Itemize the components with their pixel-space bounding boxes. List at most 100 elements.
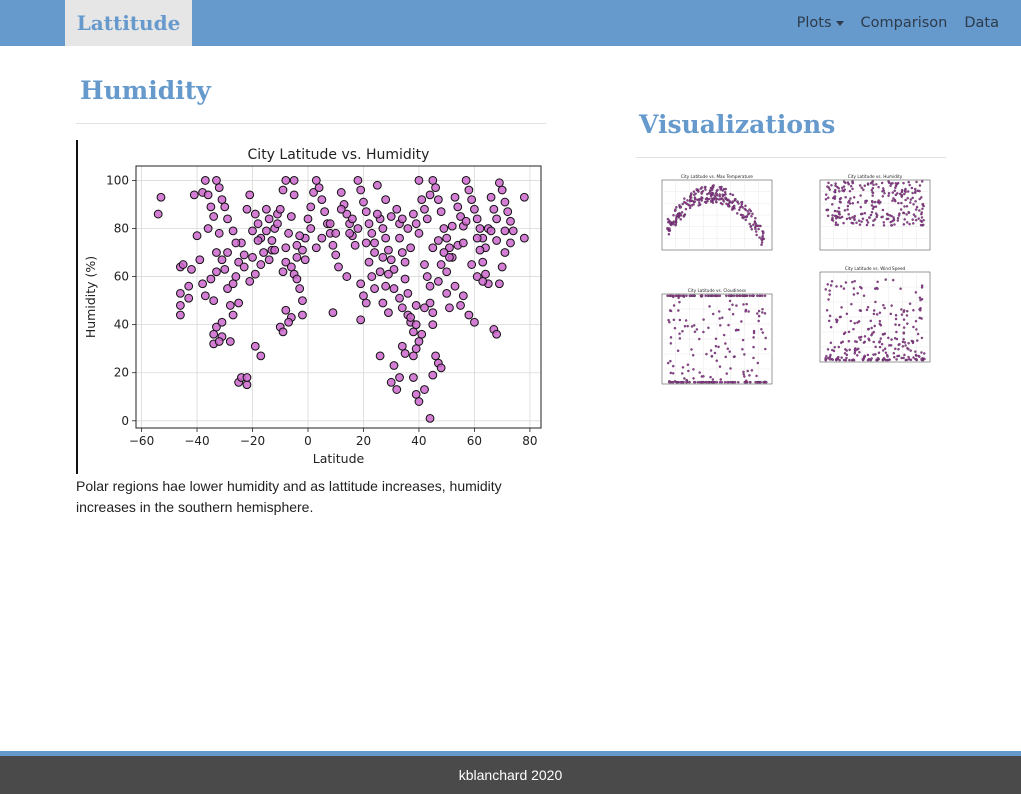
thumb-point bbox=[737, 380, 740, 384]
thumb-point bbox=[870, 189, 874, 192]
thumb-point bbox=[891, 191, 895, 194]
visualizations-divider bbox=[636, 157, 946, 158]
data-point bbox=[253, 236, 263, 245]
nav-data-link[interactable]: Data bbox=[964, 15, 999, 31]
data-point bbox=[386, 212, 396, 221]
thumb-point bbox=[835, 285, 838, 288]
thumb-point bbox=[669, 359, 672, 363]
data-point bbox=[225, 301, 235, 310]
thumb-point bbox=[913, 187, 917, 191]
thumb-point bbox=[833, 209, 837, 213]
thumb-point bbox=[886, 355, 889, 358]
data-point bbox=[361, 207, 371, 217]
thumb-point bbox=[746, 210, 749, 213]
thumb-point bbox=[743, 353, 746, 356]
x-tick-label: −40 bbox=[184, 434, 209, 448]
thumb-title: City Latitude vs. Max Temperature bbox=[681, 174, 753, 179]
thumb-point bbox=[873, 200, 877, 204]
thumbnail-max-temperature[interactable]: City Latitude vs. Max Temperature bbox=[648, 172, 778, 264]
data-point bbox=[428, 243, 438, 253]
thumb-point bbox=[851, 216, 854, 219]
data-point bbox=[445, 303, 454, 313]
thumb-point bbox=[852, 196, 856, 199]
thumb-point bbox=[764, 347, 767, 351]
nav-comparison-link[interactable]: Comparison bbox=[860, 15, 948, 31]
thumb-point bbox=[918, 355, 921, 358]
data-point bbox=[231, 238, 241, 248]
thumb-point bbox=[900, 194, 903, 197]
thumb-point bbox=[711, 378, 715, 381]
thumb-point bbox=[758, 224, 761, 228]
nav-plots-dropdown[interactable]: Plots bbox=[797, 15, 844, 31]
data-point bbox=[295, 231, 305, 241]
data-point bbox=[519, 233, 529, 243]
data-point bbox=[336, 188, 346, 197]
data-point bbox=[436, 260, 446, 269]
thumb-point bbox=[875, 313, 879, 316]
thumbnail-wind-speed[interactable]: City Latitude vs. Wind Speed bbox=[806, 264, 936, 376]
thumb-point bbox=[666, 361, 670, 365]
thumb-point bbox=[897, 348, 900, 351]
thumb-point bbox=[669, 336, 673, 339]
data-point bbox=[472, 233, 482, 243]
data-point bbox=[392, 204, 402, 214]
thumb-point bbox=[669, 221, 672, 224]
thumb-point bbox=[757, 227, 760, 231]
thumb-point bbox=[872, 330, 875, 334]
thumb-point bbox=[896, 219, 900, 222]
data-point bbox=[261, 204, 271, 214]
thumb-point bbox=[738, 208, 741, 212]
data-point bbox=[289, 176, 299, 185]
thumb-point bbox=[922, 223, 925, 227]
thumb-point bbox=[921, 180, 924, 183]
thumb-point bbox=[858, 350, 861, 354]
data-point bbox=[500, 248, 510, 257]
thumbnail-humidity[interactable]: City Latitude vs. Humidity bbox=[806, 172, 936, 264]
thumb-point bbox=[762, 230, 765, 234]
thumb-point bbox=[902, 181, 905, 185]
thumb-point bbox=[673, 326, 677, 330]
data-point bbox=[467, 260, 477, 269]
thumb-point bbox=[859, 205, 863, 209]
thumb-point bbox=[742, 370, 745, 374]
thumb-point bbox=[741, 348, 744, 351]
thumb-point bbox=[683, 197, 686, 200]
thumb-point bbox=[906, 322, 909, 325]
thumb-point bbox=[690, 192, 693, 195]
thumb-point bbox=[834, 223, 838, 227]
thumb-point bbox=[700, 186, 704, 189]
brand-link[interactable]: Lattitude bbox=[65, 0, 192, 46]
data-point bbox=[408, 209, 418, 219]
thumb-point bbox=[920, 286, 924, 289]
thumb-point bbox=[847, 213, 850, 216]
data-point bbox=[370, 248, 379, 257]
data-point bbox=[375, 351, 385, 361]
thumb-point bbox=[848, 202, 852, 205]
data-point bbox=[292, 240, 302, 250]
thumb-point bbox=[882, 303, 885, 307]
data-point bbox=[428, 370, 438, 380]
thumb-point bbox=[899, 208, 903, 211]
thumb-point bbox=[670, 380, 674, 384]
thumb-point bbox=[877, 351, 881, 354]
data-point bbox=[414, 337, 424, 346]
thumb-point bbox=[671, 372, 675, 375]
thumb-point bbox=[679, 213, 682, 216]
thumb-point bbox=[908, 183, 911, 187]
data-point bbox=[281, 257, 291, 267]
thumb-point bbox=[914, 215, 917, 218]
thumb-point bbox=[681, 294, 684, 298]
thumb-point bbox=[862, 341, 866, 344]
thumb-point bbox=[702, 330, 705, 334]
thumb-point bbox=[852, 358, 855, 361]
thumbnail-cloudiness[interactable]: City Latitude vs. Cloudiness bbox=[648, 286, 778, 398]
thumb-point bbox=[737, 202, 740, 205]
data-point bbox=[175, 301, 185, 310]
thumb-point bbox=[907, 341, 910, 345]
thumb-point bbox=[764, 336, 767, 340]
thumb-point bbox=[858, 336, 861, 339]
thumb-point bbox=[903, 353, 906, 357]
thumb-point bbox=[700, 196, 703, 199]
thumb-point bbox=[675, 214, 678, 217]
data-point bbox=[384, 245, 393, 255]
